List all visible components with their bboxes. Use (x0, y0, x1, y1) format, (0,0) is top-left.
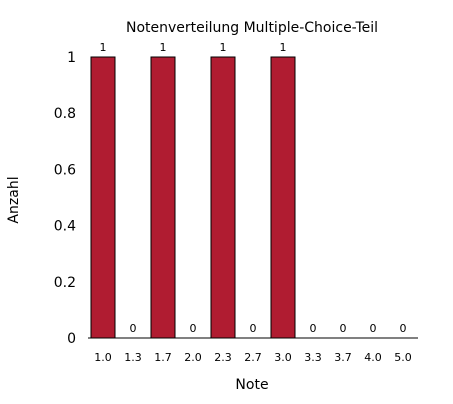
bars-layer (90, 56, 296, 339)
x-tick-label: 3.0 (274, 351, 292, 364)
y-tick-label: 1 (67, 50, 76, 66)
data-label: 0 (130, 322, 137, 335)
x-tick-label: 1.0 (94, 351, 112, 364)
data-label: 0 (400, 322, 407, 335)
y-tick-label: 0.2 (54, 275, 76, 291)
x-tick-label: 3.3 (304, 351, 322, 364)
y-tick-label: 0.6 (54, 162, 76, 178)
bar-2.3 (210, 56, 236, 339)
data-label: 0 (250, 322, 257, 335)
data-label: 0 (310, 322, 317, 335)
data-label: 0 (190, 322, 197, 335)
data-label: 0 (370, 322, 377, 335)
chart-title: Notenverteilung Multiple-Choice-Teil (126, 20, 378, 36)
data-label: 1 (280, 41, 287, 54)
data-label: 1 (220, 41, 227, 54)
data-label: 1 (160, 41, 167, 54)
y-tick-label: 0.8 (54, 106, 76, 122)
data-label: 1 (100, 41, 107, 54)
x-tick-label: 4.0 (364, 351, 382, 364)
bar-3.0 (270, 56, 296, 339)
bar-1.0 (90, 56, 116, 339)
x-tick-label: 2.0 (184, 351, 202, 364)
x-tick-label: 3.7 (334, 351, 352, 364)
x-tick-label: 5.0 (394, 351, 412, 364)
x-tick-labels: 1.0 1.3 1.7 2.0 2.3 2.7 3.0 3.3 3.7 4.0 5.0 (94, 351, 412, 364)
x-tick-label: 2.7 (244, 351, 262, 364)
data-label: 0 (340, 322, 347, 335)
x-tick-label: 1.7 (154, 351, 172, 364)
x-tick-label: 1.3 (124, 351, 142, 364)
x-tick-label: 2.3 (214, 351, 232, 364)
y-tick-labels: 0 0.2 0.4 0.6 0.8 1 (54, 50, 76, 347)
y-axis-label: Anzahl (6, 176, 22, 223)
y-tick-label: 0 (67, 331, 76, 347)
data-labels-layer: 1 0 1 0 1 0 1 0 0 0 0 (100, 41, 407, 335)
bar-1.7 (150, 56, 176, 339)
y-tick-label: 0.4 (54, 219, 76, 235)
x-axis-label: Note (235, 377, 268, 393)
